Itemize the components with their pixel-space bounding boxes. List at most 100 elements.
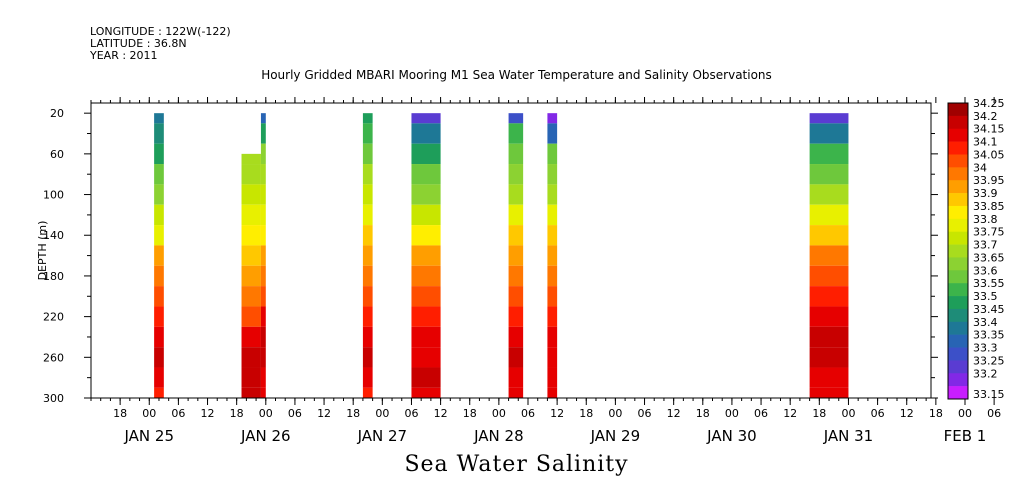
- y-tick-label: 60: [50, 148, 64, 161]
- data-cell: [154, 164, 164, 185]
- data-cell: [508, 326, 524, 348]
- x-hour-tick-label: 12: [783, 407, 797, 420]
- data-cell: [241, 326, 261, 348]
- colorbar-swatch: [948, 386, 968, 400]
- data-cell: [411, 306, 441, 327]
- data-cell: [809, 164, 849, 185]
- x-hour-tick-label: 06: [987, 407, 1001, 420]
- colorbar-label: 34.25: [973, 97, 1005, 110]
- data-cell: [547, 306, 558, 327]
- colorbar-swatch: [948, 283, 968, 297]
- data-cell: [547, 387, 558, 398]
- colorbar-label: 33.9: [973, 187, 998, 200]
- colorbar: 34.2534.234.1534.134.053433.9533.933.853…: [947, 97, 1005, 401]
- data-cell: [411, 245, 441, 266]
- colorbar-swatch: [948, 347, 968, 361]
- data-cell: [362, 387, 373, 398]
- data-cell: [411, 347, 441, 368]
- y-tick-label: 20: [50, 107, 64, 120]
- colorbar-swatch: [948, 270, 968, 284]
- data-cell: [154, 367, 164, 388]
- data-cell: [809, 286, 849, 307]
- data-cell: [154, 123, 164, 144]
- data-cell: [241, 306, 261, 327]
- x-date-label: JAN 26: [240, 427, 291, 445]
- x-hour-tick-label: 00: [142, 407, 156, 420]
- data-cell: [260, 326, 266, 348]
- y-tick-label: 180: [43, 270, 64, 283]
- x-hour-tick-label: 00: [375, 407, 389, 420]
- x-hour-tick-label: 18: [812, 407, 826, 420]
- x-hour-tick-label: 06: [754, 407, 768, 420]
- colorbar-label: 34.2: [973, 110, 998, 123]
- x-hour-tick-label: 00: [841, 407, 855, 420]
- x-hour-tick-label: 18: [696, 407, 710, 420]
- data-column: [411, 113, 441, 398]
- data-cell: [547, 143, 558, 165]
- data-cell: [411, 204, 441, 226]
- data-cell: [547, 286, 558, 307]
- data-cell: [362, 204, 373, 226]
- x-hour-tick-label: 00: [725, 407, 739, 420]
- data-cell: [154, 225, 164, 246]
- colorbar-label: 33.55: [973, 277, 1005, 290]
- colorbar-swatch: [948, 321, 968, 335]
- colorbar-label: 33.75: [973, 226, 1005, 239]
- data-cell: [241, 225, 261, 246]
- data-cell: [154, 326, 164, 348]
- data-cell: [260, 306, 266, 327]
- colorbar-label: 33.95: [973, 174, 1005, 187]
- year-label: YEAR : 2011: [90, 49, 158, 62]
- data-cell: [411, 184, 441, 205]
- data-cell: [154, 387, 164, 398]
- colorbar-label: 34: [973, 161, 987, 174]
- data-cell: [508, 164, 524, 185]
- data-cell: [362, 225, 373, 246]
- data-column: [547, 113, 558, 398]
- x-hour-tick-label: 06: [521, 407, 535, 420]
- data-cell: [260, 143, 266, 165]
- colorbar-swatch: [948, 154, 968, 168]
- x-hour-tick-label: 00: [958, 407, 972, 420]
- x-hour-tick-label: 06: [638, 407, 652, 420]
- data-cell: [154, 204, 164, 226]
- data-cell: [547, 367, 558, 388]
- data-cell: [508, 184, 524, 205]
- colorbar-label: 33.3: [973, 342, 998, 355]
- colorbar-label: 33.85: [973, 200, 1005, 213]
- data-cell: [260, 184, 266, 205]
- data-column: [241, 153, 261, 398]
- data-cell: [362, 306, 373, 327]
- plot-area: [154, 113, 849, 398]
- colorbar-swatch: [948, 115, 968, 130]
- data-cell: [362, 123, 373, 144]
- x-hour-tick-label: 00: [259, 407, 273, 420]
- data-cell: [260, 347, 266, 368]
- x-hour-tick-label: 18: [346, 407, 360, 420]
- data-cell: [508, 306, 524, 327]
- data-cell: [547, 245, 558, 266]
- data-cell: [362, 265, 373, 287]
- colorbar-swatch: [948, 180, 968, 194]
- data-column: [362, 113, 373, 398]
- data-cell: [547, 164, 558, 185]
- data-cell: [362, 326, 373, 348]
- x-hour-tick-label: 06: [288, 407, 302, 420]
- data-cell: [241, 153, 261, 165]
- data-cell: [508, 204, 524, 226]
- x-hour-tick-label: 06: [404, 407, 418, 420]
- data-cell: [241, 204, 261, 226]
- colorbar-label: 33.15: [973, 388, 1005, 401]
- data-cell: [411, 225, 441, 246]
- colorbar-swatch: [948, 244, 968, 258]
- data-cell: [260, 164, 266, 185]
- latitude-label: LATITUDE : 36.8N: [90, 37, 187, 50]
- data-cell: [241, 184, 261, 205]
- data-cell: [411, 326, 441, 348]
- data-cell: [809, 225, 849, 246]
- y-tick-label: 140: [43, 229, 64, 242]
- x-date-label: JAN 30: [706, 427, 757, 445]
- colorbar-label: 33.7: [973, 239, 998, 252]
- data-cell: [809, 143, 849, 165]
